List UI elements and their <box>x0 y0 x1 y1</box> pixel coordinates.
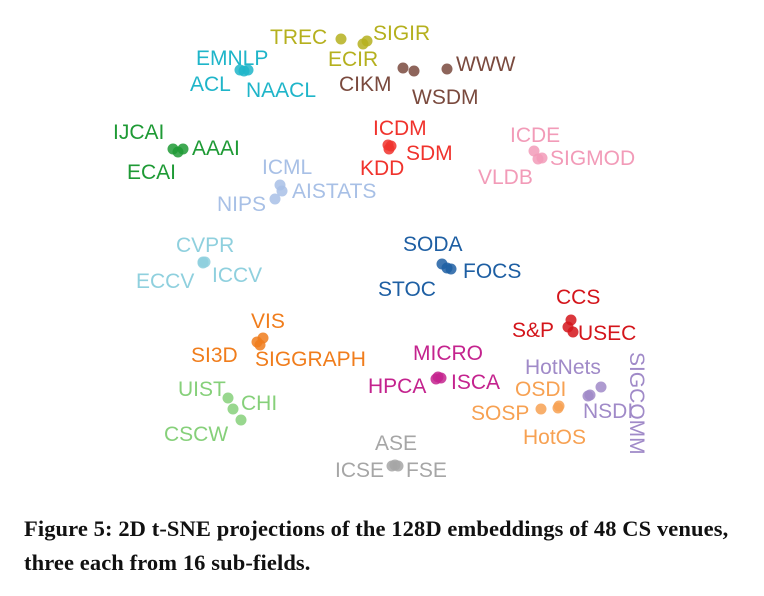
point-nips <box>269 193 281 205</box>
label-cikm: CIKM <box>339 73 392 96</box>
label-fse: FSE <box>406 459 447 482</box>
label-ccs: CCS <box>556 286 600 309</box>
point-siggraph <box>254 339 266 351</box>
label-icse: ICSE <box>335 459 384 482</box>
label-hpca: HPCA <box>368 375 426 398</box>
label-sandp: S&P <box>512 319 554 342</box>
label-acl: ACL <box>190 73 231 96</box>
point-naacl <box>242 64 254 76</box>
point-sdm <box>385 140 397 152</box>
label-ecir: ECIR <box>328 48 378 71</box>
label-cscw: CSCW <box>164 423 228 446</box>
label-vis: VIS <box>251 310 285 333</box>
point-focs <box>445 263 457 275</box>
label-sigcomm: SIGCOMM <box>625 352 648 455</box>
label-osdi: OSDI <box>515 378 566 401</box>
point-aistats <box>276 185 288 197</box>
label-usec: USEC <box>578 322 636 345</box>
point-hotos <box>553 400 565 412</box>
label-sosp: SOSP <box>471 402 529 425</box>
label-focs: FOCS <box>463 260 521 283</box>
point-sigir <box>361 35 373 47</box>
label-chi: CHI <box>241 392 277 415</box>
label-aistats: AISTATS <box>292 180 376 203</box>
point-www <box>441 63 453 75</box>
label-icml: ICML <box>262 156 312 179</box>
label-sigmod: SIGMOD <box>550 147 635 170</box>
label-nips: NIPS <box>217 193 266 216</box>
point-cscw <box>235 414 247 426</box>
label-sdm: SDM <box>406 142 453 165</box>
point-isca <box>435 372 447 384</box>
point-nsdi <box>582 390 594 402</box>
label-ijcai: IJCAI <box>113 121 164 144</box>
point-sigcomm <box>595 381 607 393</box>
label-siggraph: SIGGRAPH <box>255 348 366 371</box>
label-eccv: ECCV <box>136 270 194 293</box>
label-stoc: STOC <box>378 278 436 301</box>
label-iccv: ICCV <box>212 264 262 287</box>
point-chi <box>227 403 239 415</box>
label-wsdm: WSDM <box>412 86 479 109</box>
point-wsdm <box>408 65 420 77</box>
label-icdm: ICDM <box>373 117 427 140</box>
label-micro: MICRO <box>413 342 483 365</box>
label-kdd: KDD <box>360 157 404 180</box>
label-uist: UIST <box>178 378 226 401</box>
point-usec <box>567 326 579 338</box>
label-si3d: SI3D <box>191 344 238 367</box>
label-ecai: ECAI <box>127 161 176 184</box>
point-uist <box>222 392 234 404</box>
label-trec: TREC <box>270 26 327 49</box>
label-sigir: SIGIR <box>373 22 430 45</box>
label-hotnets: HotNets <box>525 356 601 379</box>
label-cvpr: CVPR <box>176 234 234 257</box>
label-ase: ASE <box>375 432 417 455</box>
label-isca: ISCA <box>451 371 500 394</box>
label-icde: ICDE <box>510 124 560 147</box>
point-fse <box>392 460 404 472</box>
point-aaai <box>177 143 189 155</box>
label-aaai: AAAI <box>192 137 240 160</box>
figure-caption: Figure 5: 2D t-SNE projections of the 12… <box>24 516 729 575</box>
point-cikm <box>397 62 409 74</box>
point-iccv <box>199 256 211 268</box>
label-emnlp: EMNLP <box>196 47 268 70</box>
label-nsdi: NSDI <box>583 400 633 423</box>
label-soda: SODA <box>403 233 463 256</box>
point-trec <box>335 33 347 45</box>
point-sigmod <box>536 152 548 164</box>
label-www: WWW <box>456 53 516 76</box>
point-sosp <box>535 403 547 415</box>
label-hotos: HotOS <box>523 426 586 449</box>
label-naacl: NAACL <box>246 79 316 102</box>
label-vldb: VLDB <box>478 166 533 189</box>
